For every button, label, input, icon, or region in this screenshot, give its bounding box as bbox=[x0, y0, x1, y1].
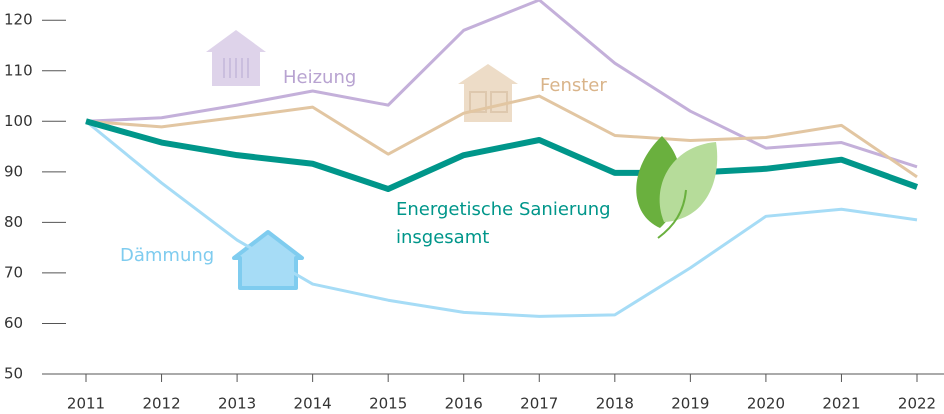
x-tick-label: 2021 bbox=[822, 395, 860, 413]
y-tick-label: 100 bbox=[4, 112, 33, 130]
series-line bbox=[85, 118, 919, 193]
x-tick-label: 2017 bbox=[520, 395, 558, 413]
y-tick-label: 80 bbox=[4, 213, 23, 231]
y-tick-label: 90 bbox=[4, 162, 23, 180]
x-tick-label: 2022 bbox=[898, 395, 936, 413]
x-tick-label: 2020 bbox=[747, 395, 785, 413]
series-label: Energetische Sanierung insgesamt bbox=[396, 199, 611, 248]
y-tick-label: 70 bbox=[4, 263, 23, 281]
leaf-icon bbox=[636, 136, 718, 239]
series-label: Heizung bbox=[283, 67, 356, 88]
y-tick-label: 60 bbox=[4, 314, 23, 332]
heating-icon bbox=[206, 30, 266, 86]
insulation-icon bbox=[232, 230, 304, 290]
series-line bbox=[85, 94, 918, 179]
x-tick-label: 2014 bbox=[294, 395, 332, 413]
x-tick-label: 2018 bbox=[596, 395, 634, 413]
x-tick-label: 2016 bbox=[445, 395, 483, 413]
y-tick-label: 120 bbox=[4, 11, 33, 29]
leaf-stem bbox=[657, 189, 687, 239]
x-tick-label: 2011 bbox=[67, 395, 105, 413]
x-tick-label: 2013 bbox=[218, 395, 256, 413]
series-line bbox=[85, 120, 918, 318]
series-label: Fenster bbox=[540, 75, 607, 96]
x-tick-label: 2019 bbox=[671, 395, 709, 413]
series-line bbox=[85, 0, 918, 169]
y-tick-label: 110 bbox=[4, 61, 33, 79]
x-tick-label: 2015 bbox=[369, 395, 407, 413]
series-label-box: Energetische Sanierung insgesamt bbox=[396, 199, 611, 248]
y-tick-label: 50 bbox=[4, 365, 23, 383]
series-label: Dämmung bbox=[120, 245, 214, 266]
leaf bbox=[659, 142, 718, 222]
x-tick-label: 2012 bbox=[142, 395, 180, 413]
